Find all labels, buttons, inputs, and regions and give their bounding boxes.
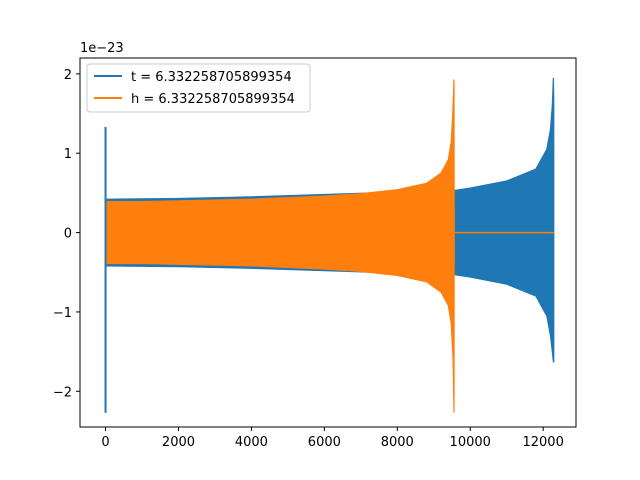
y-tick-label: −2 (53, 385, 72, 400)
legend-label: t = 6.332258705899354 (131, 70, 292, 85)
legend-box (86, 63, 311, 113)
y-tick-label: 2 (64, 68, 72, 83)
plot-area (104, 77, 555, 413)
x-axis: 0 2000 4000 6000 8000 10000 12000 (101, 427, 564, 450)
legend: t = 6.332258705899354 h = 6.3322587058993… (86, 63, 311, 113)
y-axis: −2 −1 0 1 2 (53, 68, 80, 400)
y-tick-label: −1 (53, 306, 72, 321)
x-tick-label: 10000 (450, 435, 491, 450)
y-offset-label: 1e−23 (80, 41, 124, 56)
y-tick-label: 0 (64, 227, 72, 242)
x-tick-label: 0 (101, 435, 109, 450)
x-tick-label: 6000 (308, 435, 341, 450)
x-tick-label: 2000 (162, 435, 195, 450)
axes-frame (79, 57, 577, 428)
series-h (104, 79, 554, 413)
legend-label: h = 6.332258705899354 (131, 92, 295, 107)
x-tick-label: 12000 (522, 435, 563, 450)
series-envelope (104, 79, 455, 413)
y-tick-label: 1 (64, 147, 72, 162)
x-tick-label: 8000 (381, 435, 414, 450)
x-tick-label: 4000 (235, 435, 268, 450)
